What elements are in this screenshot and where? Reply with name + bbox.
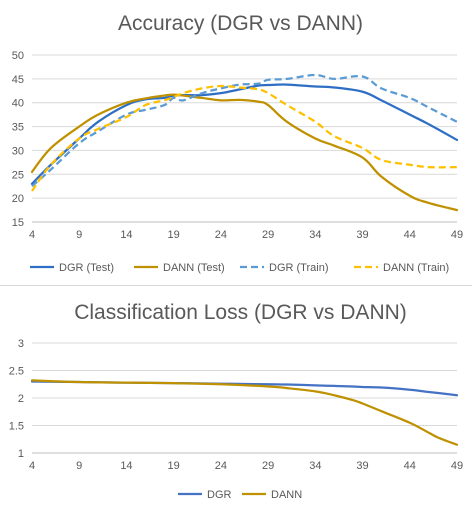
loss-y-tick-label: 2	[18, 393, 24, 405]
accuracy-gridlines	[32, 54, 457, 223]
loss-x-tick-label: 4	[29, 460, 35, 472]
accuracy-y-tick-label: 25	[12, 169, 24, 181]
loss-x-tick-label: 24	[215, 460, 227, 472]
accuracy-y-tick-label: 40	[12, 98, 24, 110]
accuracy-x-tick-label: 19	[168, 229, 180, 241]
accuracy-y-tick-label: 35	[12, 122, 24, 134]
accuracy-y-tick-label: 20	[12, 193, 24, 205]
loss-y-tick-label: 2.5	[9, 366, 24, 378]
loss-y-tick-label: 3	[18, 338, 24, 350]
accuracy-title: Accuracy (DGR vs DANN)	[118, 12, 363, 35]
loss-x-tick-label: 39	[356, 460, 368, 472]
loss-legend: DGR DANN	[178, 489, 302, 501]
accuracy-x-tick-label: 24	[215, 229, 227, 241]
accuracy-chart: Accuracy (DGR vs DANN) 15 20 25 30 35 40 45 50 4 9…	[12, 12, 463, 274]
accuracy-x-tick-label: 34	[309, 229, 321, 241]
accuracy-x-tick-label: 4	[29, 229, 35, 241]
accuracy-x-tick-label: 39	[356, 229, 368, 241]
loss-series-line-1	[30, 380, 459, 397]
accuracy-x-tick-label: 9	[76, 229, 82, 241]
loss-x-tick-label: 14	[120, 460, 132, 472]
accuracy-y-tick-label: 50	[12, 50, 24, 62]
accuracy-legend-label: DANN (Train)	[383, 262, 449, 274]
loss-chart-svg: Classification Loss (DGR vs DANN) 1 1.5 2 2.…	[9, 301, 463, 501]
loss-x-tick-label: 29	[262, 460, 274, 472]
accuracy-legend-label: DANN (Test)	[163, 262, 225, 274]
chart-divider	[0, 285, 472, 286]
loss-series-line-2	[30, 379, 459, 446]
accuracy-x-tick-label: 29	[262, 229, 274, 241]
accuracy-series-line-3	[31, 73, 458, 188]
accuracy-y-tick-label: 30	[12, 145, 24, 157]
accuracy-series-line-2	[30, 93, 459, 212]
loss-legend-label: DGR	[207, 489, 232, 501]
loss-x-tick-label: 34	[309, 460, 321, 472]
accuracy-legend: DGR (Test) DANN (Test) DGR (Train) DANN (Tr…	[30, 262, 449, 274]
loss-legend-label: DANN	[271, 489, 302, 501]
accuracy-legend-label: DGR (Test)	[59, 262, 114, 274]
loss-title: Classification Loss (DGR vs DANN)	[74, 301, 407, 324]
accuracy-y-tick-label: 45	[12, 74, 24, 86]
loss-x-tick-label: 9	[76, 460, 82, 472]
loss-y-tick-label: 1.5	[9, 421, 24, 433]
loss-y-tick-label: 1	[18, 448, 24, 460]
accuracy-x-tick-label: 49	[451, 229, 463, 241]
loss-chart: Classification Loss (DGR vs DANN) 1 1.5 2 2.…	[0, 287, 472, 514]
accuracy-x-tick-label: 14	[120, 229, 132, 241]
loss-gridlines	[32, 342, 457, 454]
accuracy-series-line-4	[31, 84, 458, 192]
accuracy-x-tick-label: 44	[404, 229, 416, 241]
loss-x-tick-label: 19	[168, 460, 180, 472]
loss-x-tick-label: 49	[451, 460, 463, 472]
loss-x-tick-label: 44	[404, 460, 416, 472]
accuracy-legend-label: DGR (Train)	[269, 262, 328, 274]
accuracy-series-line-1	[30, 83, 459, 185]
accuracy-y-tick-label: 15	[12, 217, 24, 229]
